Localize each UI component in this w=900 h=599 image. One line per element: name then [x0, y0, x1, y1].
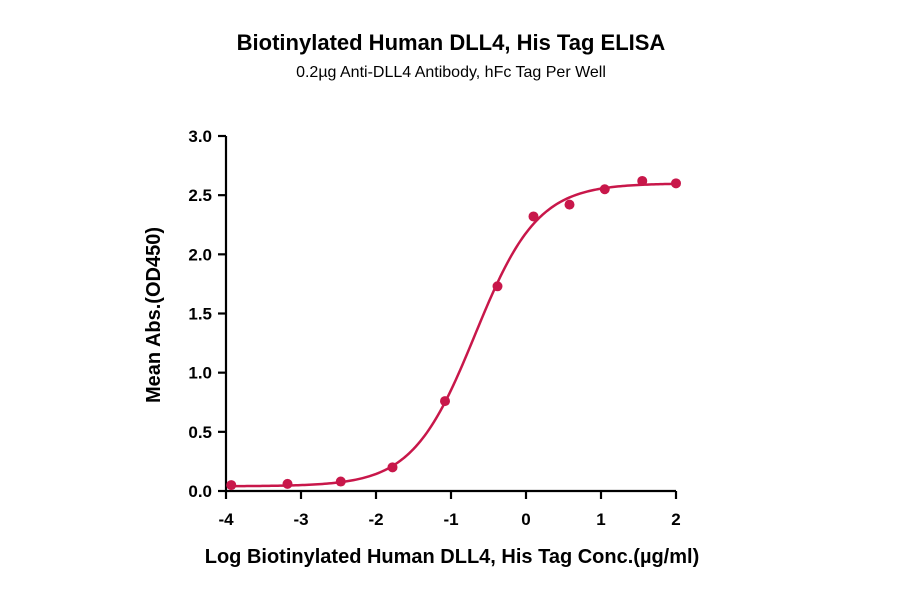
data-point — [599, 184, 610, 195]
data-point — [226, 480, 237, 491]
data-point — [492, 281, 503, 292]
y-tick-label: 0.5 — [188, 423, 212, 442]
data-point — [564, 199, 575, 210]
y-tick-label: 2.0 — [188, 245, 212, 264]
y-tick-label: 3.0 — [188, 127, 212, 146]
data-point — [335, 476, 346, 487]
x-axis-label: Log Biotinylated Human DLL4, His Tag Con… — [205, 546, 700, 568]
x-tick-label: 0 — [521, 510, 530, 529]
data-point — [637, 175, 648, 186]
x-tick-label: -1 — [443, 510, 458, 529]
data-point — [671, 178, 681, 189]
y-tick-label: 2.5 — [188, 186, 212, 205]
fit-layer — [231, 182, 677, 488]
chart-subtitle: 0.2µg Anti-DLL4 Antibody, hFc Tag Per We… — [296, 64, 606, 81]
points-layer — [226, 175, 681, 491]
y-axis-label: Mean Abs.(OD450) — [143, 227, 165, 403]
data-point — [387, 462, 398, 473]
fit-curve — [231, 182, 677, 488]
chart-title: Biotinylated Human DLL4, His Tag ELISA — [237, 30, 666, 55]
x-tick-label: -4 — [218, 510, 234, 529]
y-tick-label: 1.5 — [188, 305, 212, 324]
x-tick-label: -2 — [368, 510, 383, 529]
data-point — [440, 396, 450, 407]
ticks: -4 -3 -2 -1 0 1 2 0.0 0.5 1.0 1.5 2.0 2.5 3.0 — [188, 127, 680, 529]
x-tick-label: 1 — [596, 510, 605, 529]
y-tick-label: 1.0 — [188, 364, 212, 383]
y-tick-label: 0.0 — [188, 482, 212, 501]
x-tick-label: -3 — [293, 510, 308, 529]
x-tick-label: 2 — [671, 510, 680, 529]
data-point — [528, 211, 539, 222]
data-point — [282, 478, 293, 489]
